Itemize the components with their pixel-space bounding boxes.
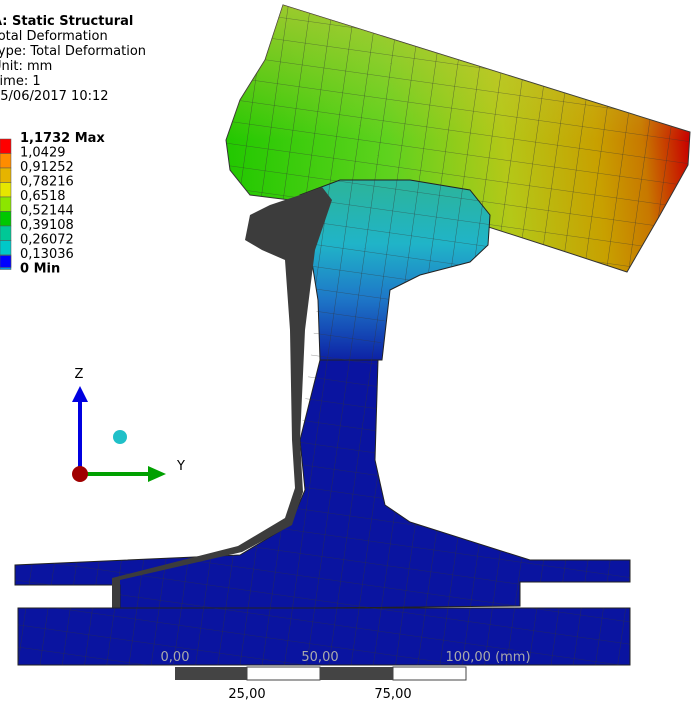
scale-label: 75,00	[374, 687, 411, 702]
legend-swatch	[0, 168, 11, 183]
info-line: Unit: mm	[0, 59, 52, 74]
legend-label: 0,26072	[20, 233, 74, 248]
legend-label: 0,6518	[20, 189, 66, 204]
triad: Z Y	[72, 367, 185, 482]
scale-label: 0,00	[161, 650, 190, 665]
scale-label: 25,00	[228, 687, 265, 702]
info-line: Type: Total Deformation	[0, 44, 146, 59]
legend-swatch	[0, 256, 11, 268]
legend-swatch	[0, 212, 11, 227]
legend-swatch	[0, 241, 11, 256]
legend-label: 0,78216	[20, 175, 74, 190]
legend-label: 1,1732 Max	[20, 131, 105, 146]
legend-label: 0 Min	[20, 262, 60, 277]
scale-label: 100,00 (mm)	[445, 650, 530, 665]
legend-swatch	[0, 154, 11, 169]
legend-label: 0,52144	[20, 204, 74, 219]
title: A: Static Structural	[0, 14, 133, 29]
legend: 1,1732 Max1,04290,912520,782160,65180,52…	[0, 131, 105, 277]
legend-label: 0,91252	[20, 160, 74, 175]
scale-label: 50,00	[301, 650, 338, 665]
legend-swatch	[0, 183, 11, 198]
info-line: Total Deformation	[0, 29, 108, 44]
legend-label: 0,39108	[20, 218, 74, 233]
legend-label: 0,13036	[20, 247, 74, 262]
axis-y-label: Y	[176, 459, 185, 474]
model	[15, 5, 690, 665]
legend-label: 1,0429	[20, 146, 66, 161]
axis-z-label: Z	[75, 367, 84, 382]
viewport: A: Static StructuralTotal DeformationTyp…	[0, 0, 692, 705]
info-line: 05/06/2017 10:12	[0, 89, 109, 104]
legend-swatch	[0, 197, 11, 212]
legend-swatch	[0, 226, 11, 241]
info-line: Time: 1	[0, 74, 41, 89]
legend-swatch	[0, 139, 11, 154]
